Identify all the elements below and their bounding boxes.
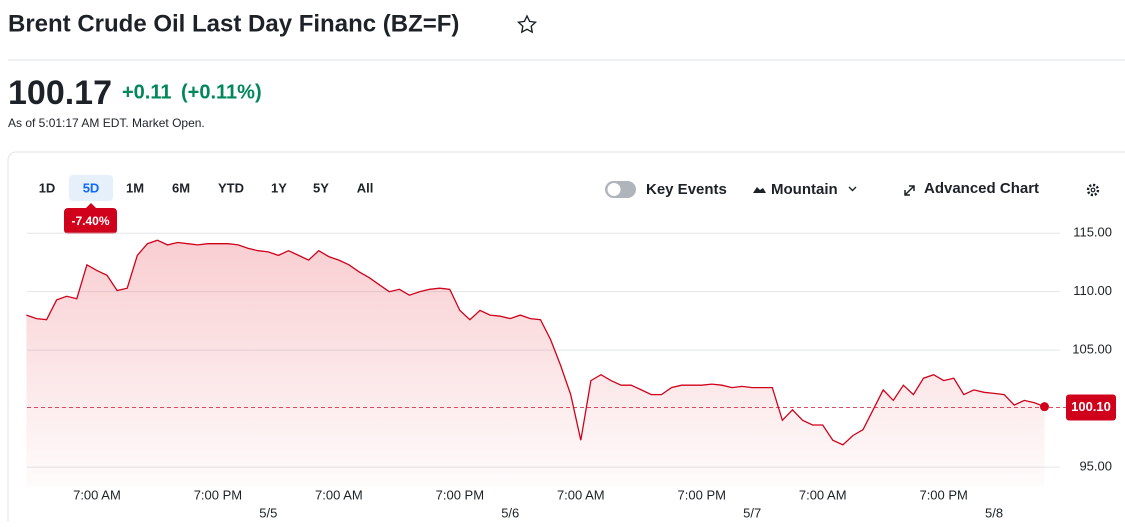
range-button[interactable]: 1Y xyxy=(271,180,287,195)
plot: 95.00 105.00 110.00 115.00 100.10 7:00 AM 7:00… xyxy=(26,225,1116,520)
badge-pointer xyxy=(86,203,96,208)
change: +0.11 xyxy=(122,81,172,103)
range-button[interactable]: 5D xyxy=(83,180,100,195)
mountain-icon xyxy=(753,187,766,193)
x-tick-label: 7:00 PM xyxy=(194,487,242,502)
last-point xyxy=(1039,402,1049,412)
key-events[interactable]: Key Events xyxy=(646,181,727,198)
as-of: As of 5:01:17 AM EDT. Market Open. xyxy=(8,116,205,130)
toggle-knob xyxy=(607,183,621,196)
price-line xyxy=(26,239,1045,446)
x-tick-label: 7:00 AM xyxy=(557,487,605,502)
x-date-label: 5/6 xyxy=(501,505,519,520)
gear-center xyxy=(1090,187,1096,193)
watchlist-star[interactable] xyxy=(516,14,538,34)
y-tick-label: 95.00 xyxy=(1079,459,1112,474)
range-selected-bg xyxy=(69,175,113,201)
y-tick-label: 105.00 xyxy=(1072,342,1112,357)
range-change-badge xyxy=(64,208,117,234)
expand-icon xyxy=(904,185,915,196)
settings-gear[interactable] xyxy=(1086,183,1100,197)
range-button[interactable]: All xyxy=(357,180,374,195)
area-fill xyxy=(26,240,1045,487)
range-button[interactable]: 1D xyxy=(39,180,56,195)
range-button[interactable]: 6M xyxy=(172,180,190,195)
range-change: -7.40% xyxy=(71,214,109,228)
toolbar: 1D 5D 1M 6M YTD 1Y 5Y All -7.40% xyxy=(39,175,374,234)
title: Brent Crude Oil Last Day Financ (BZ=F) xyxy=(8,10,459,37)
x-tick-label: 7:00 AM xyxy=(73,487,121,502)
x-date-label: 5/5 xyxy=(259,505,277,520)
chart-type[interactable]: Mountain xyxy=(771,181,838,198)
price: 100.17 xyxy=(8,74,112,112)
x-tick-label: 7:00 AM xyxy=(799,487,847,502)
range-button[interactable]: 5Y xyxy=(313,180,329,195)
x-tick-label: 7:00 PM xyxy=(436,487,484,502)
y-tick-label: 110.00 xyxy=(1073,283,1112,298)
change-percent: (+0.11%) xyxy=(181,81,262,103)
x-tick-label: 7:00 AM xyxy=(315,487,363,502)
x-date-label: 5/7 xyxy=(743,505,761,520)
x-tick-label: 7:00 PM xyxy=(678,487,726,502)
y-tick-label: 115.00 xyxy=(1073,225,1112,240)
advanced-chart[interactable]: Advanced Chart xyxy=(924,180,1039,197)
range-button[interactable]: 1M xyxy=(126,180,144,195)
chevron xyxy=(848,186,857,192)
x-tick-label: 7:00 PM xyxy=(919,487,967,502)
reference-badge xyxy=(1066,394,1116,421)
range-button[interactable]: YTD xyxy=(218,180,244,195)
reference-label: 100.10 xyxy=(1071,399,1111,414)
chart-card xyxy=(7,151,1125,527)
x-date-label: 5/8 xyxy=(985,505,1003,520)
